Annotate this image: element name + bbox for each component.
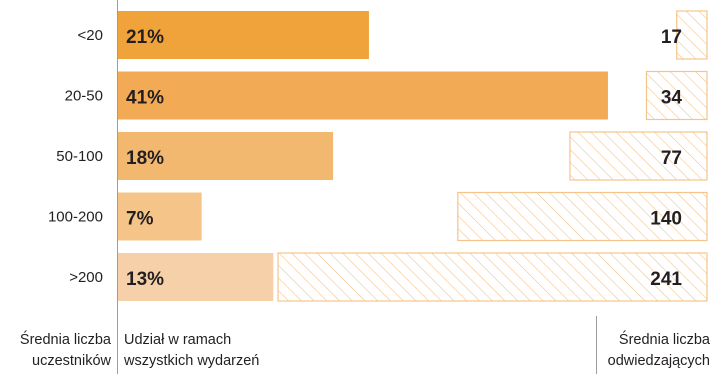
- visitors-bar: [676, 10, 708, 60]
- footer-divider-right: [596, 316, 597, 374]
- share-bar: [118, 192, 202, 241]
- visitors-value-label: 17: [661, 27, 682, 48]
- category-label: 100-200: [48, 209, 103, 226]
- share-value-label: 13%: [126, 269, 164, 290]
- visitors-bar: [277, 252, 708, 302]
- visitors-value-label: 34: [661, 88, 683, 109]
- share-value-label: 21%: [126, 27, 164, 48]
- visitors-value-label: 140: [650, 209, 682, 230]
- footer-middle-line2: wszystkich wydarzeń: [124, 353, 260, 369]
- footer-middle-line1: Udział w ramach: [124, 332, 232, 348]
- footer-middle-caption: Udział w ramach wszystkich wydarzeń: [124, 330, 364, 372]
- footer-right-caption: Średnia liczba odwiedzających: [600, 330, 710, 372]
- visitors-bar: [457, 191, 708, 242]
- share-bar: [118, 71, 608, 120]
- share-value-label: 18%: [126, 148, 164, 169]
- visitors-bar: [645, 70, 708, 121]
- category-label: >200: [69, 269, 103, 286]
- axis-divider-left: [117, 0, 118, 374]
- category-label: <20: [78, 27, 103, 44]
- category-label: 50-100: [56, 148, 103, 165]
- visitors-bar: [569, 131, 708, 181]
- visitors-value-label: 241: [650, 269, 682, 290]
- share-bar: [118, 253, 274, 301]
- footer-left-line2: uczestników: [32, 353, 111, 369]
- share-bar: [118, 11, 369, 59]
- footer-right-line1: Średnia liczba: [618, 332, 710, 348]
- category-label: 20-50: [65, 88, 103, 105]
- share-bar: [118, 132, 334, 180]
- visitors-value-label: 77: [661, 148, 682, 169]
- share-value-label: 41%: [126, 88, 164, 109]
- footer-left-caption: Średnia liczba uczestników: [6, 330, 111, 372]
- footer-right-line2: odwiedzających: [607, 353, 710, 369]
- footer-left-line1: Średnia liczba: [19, 332, 111, 348]
- share-value-label: 7%: [126, 209, 154, 230]
